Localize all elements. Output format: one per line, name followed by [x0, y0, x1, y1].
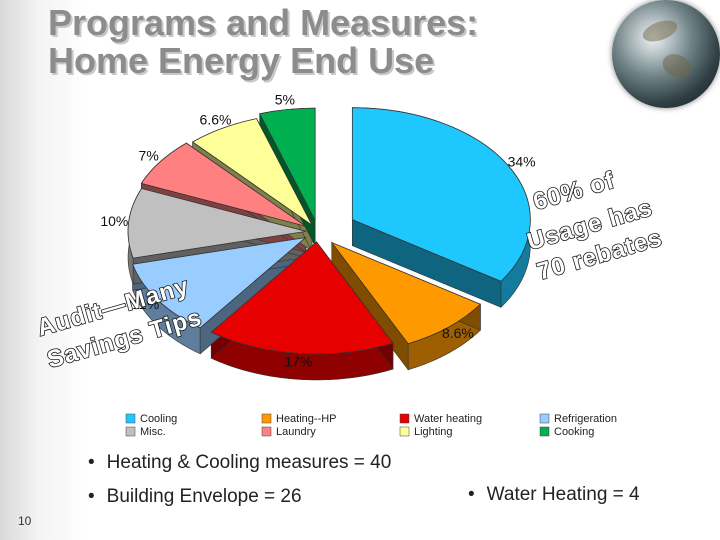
title-shadow-line-1: Programs and Measures:	[50, 4, 481, 45]
title-line-2: Home Energy End Use	[48, 40, 435, 81]
globe-icon	[612, 0, 720, 108]
pie-label-cooling: 34%	[508, 153, 536, 169]
legend-label-cooking: Cooking	[554, 426, 594, 438]
title-shadow-line-2: Home Energy End Use	[50, 42, 437, 83]
title-line-1: Programs and Measures:	[48, 2, 479, 43]
slide-title: Programs and Measures: Home Energy End U…	[48, 4, 608, 80]
pie-slice-cooling	[351, 107, 531, 282]
pie-label-heating-hp: 8.6%	[442, 325, 474, 341]
pie-slice-refrigeration	[132, 236, 307, 329]
legend-label-refrigeration: Refrigeration	[554, 413, 617, 425]
legend-label-laundry: Laundry	[276, 426, 316, 438]
legend-swatch-water-heating	[399, 413, 410, 424]
legend-label-misc-: Misc.	[140, 426, 166, 438]
legend-swatch-refrigeration	[539, 413, 550, 424]
legend-label-lighting: Lighting	[414, 426, 453, 438]
legend-swatch-cooling	[125, 413, 136, 424]
pie-slice-lighting	[191, 118, 313, 226]
legend-swatch-misc-	[125, 426, 136, 437]
legend-label-water-heating: Water heating	[414, 413, 482, 425]
pie-label-refrigeration: 11%	[132, 296, 159, 312]
pie-slice-water-heating	[210, 241, 394, 355]
pie-slice-laundry	[140, 142, 306, 227]
pie-label-lighting: 6.6%	[200, 111, 232, 127]
legend-swatch-cooking	[539, 426, 550, 437]
legend-swatch-heating-hp	[261, 413, 272, 424]
pie-slice-cooking	[259, 107, 316, 221]
pie-label-cooking: 5%	[275, 92, 295, 108]
pie-label-misc-: 10%	[100, 213, 128, 229]
title-shadow: Programs and Measures: Home Energy End U…	[50, 6, 610, 82]
pie-label-laundry: 7%	[139, 148, 159, 164]
legend-label-cooling: Cooling	[140, 413, 177, 425]
legend-swatch-laundry	[261, 426, 272, 437]
page-number: 10	[18, 514, 32, 528]
pie-label-water-heating: 17%	[284, 353, 312, 369]
legend-label-heating-hp: Heating--HP	[276, 413, 337, 425]
legend-swatch-lighting	[399, 426, 410, 437]
pie-slice-misc-	[127, 188, 307, 259]
pie-slice-heating-hp	[330, 241, 482, 345]
